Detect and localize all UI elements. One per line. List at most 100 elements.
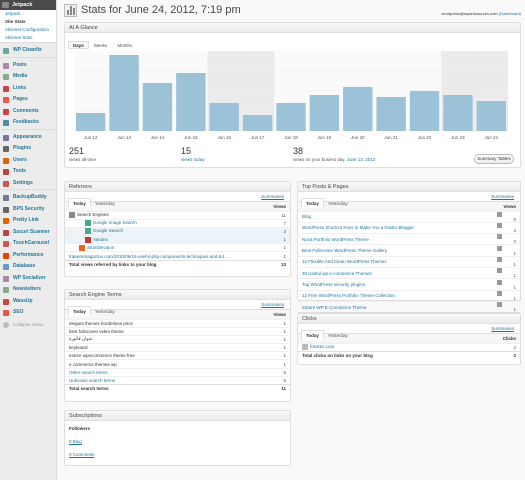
- menu-sucuri-scanner[interactable]: Sucuri Scanner: [0, 227, 56, 239]
- menu-settings[interactable]: Settings: [0, 178, 56, 190]
- blog-followers-link[interactable]: 0 Blog: [69, 439, 82, 444]
- views-chart-icon[interactable]: [497, 257, 502, 263]
- tab-yesterday[interactable]: Yesterday: [327, 333, 348, 338]
- row-label[interactable]: عنوان فاتورة: [69, 336, 93, 342]
- menu-bps-security[interactable]: BPS Security: [0, 204, 56, 216]
- table-row[interactable]: Blog 5: [298, 210, 520, 223]
- submenu-akismet-stats[interactable]: Akismet Stats: [0, 34, 56, 42]
- row-label[interactable]: keyboard: [69, 345, 88, 351]
- menu-wp-cleanfix[interactable]: WP Cleanfix: [0, 45, 56, 57]
- row-label[interactable]: Yandex: [93, 236, 108, 242]
- collapse-menu-button[interactable]: Collapse menu: [0, 319, 56, 331]
- menu-wp-socializer[interactable]: WP Socializer: [0, 273, 56, 285]
- menu-plugins[interactable]: Plugins: [0, 143, 56, 155]
- busiest-day-link[interactable]: June 13, 2012: [346, 157, 376, 162]
- chart-bar[interactable]: [309, 95, 340, 131]
- table-row[interactable]: eStore WP E Commerce Theme 1: [298, 300, 520, 313]
- views-chart-icon[interactable]: [497, 279, 502, 285]
- table-row[interactable]: Nova Portfolio WordPress Theme 2: [298, 233, 520, 245]
- tab-yesterday[interactable]: Yesterday: [94, 201, 115, 206]
- table-row[interactable]: fotokes.com 2: [298, 342, 520, 352]
- table-row[interactable]: Google Image Search 7: [65, 218, 290, 228]
- menu-backupbuddy[interactable]: BackupBuddy: [0, 192, 56, 204]
- views-chart-icon[interactable]: [497, 302, 502, 308]
- table-row[interactable]: 12 Free WordPress Portfolio Theme Collec…: [298, 289, 520, 302]
- row-label[interactable]: estore wpecommerce theme free: [69, 353, 135, 359]
- submenu-akismet-configuration[interactable]: Akismet Configuration: [0, 26, 56, 34]
- summaries-link[interactable]: Summaries: [261, 194, 284, 199]
- menu-posts[interactable]: Posts: [0, 60, 56, 72]
- tab-today[interactable]: Today: [301, 198, 324, 208]
- chart-bar[interactable]: [176, 73, 206, 131]
- menu-newsletters[interactable]: Newsletters: [0, 284, 56, 296]
- summaries-link[interactable]: Summaries: [491, 326, 514, 331]
- menu-tools[interactable]: Tools: [0, 166, 56, 178]
- row-label[interactable]: 30 Useful wp e-commerce Themes: [302, 270, 372, 276]
- views-chart-icon[interactable]: [497, 223, 502, 229]
- row-label[interactable]: Google Image Search: [93, 220, 137, 226]
- table-row[interactable]: keyboard 1: [65, 343, 290, 352]
- comment-followers-link[interactable]: 0 Comments: [69, 452, 95, 457]
- table-row[interactable]: 12 Flexible And Clean WordPress Themes 1: [298, 255, 520, 268]
- chart-bar[interactable]: [276, 103, 306, 131]
- row-label[interactable]: 12 Free WordPress Portfolio Theme Collec…: [302, 293, 395, 299]
- menu-feedbacks[interactable]: Feedbacks: [0, 117, 56, 129]
- tab-weeks[interactable]: Weeks: [93, 43, 108, 48]
- tab-months[interactable]: Months: [117, 43, 133, 48]
- views-today-link[interactable]: views today: [181, 157, 205, 162]
- row-label[interactable]: Unknown search terms: [69, 377, 116, 383]
- tab-days[interactable]: Days: [68, 41, 89, 49]
- menu-pretty-link[interactable]: Pretty Link: [0, 215, 56, 227]
- table-row[interactable]: Google Search 3: [65, 226, 290, 236]
- chart-bar[interactable]: [109, 55, 139, 131]
- submenu-site-stats[interactable]: Site Stats: [0, 18, 56, 26]
- table-row[interactable]: عنوان فاتورة 1: [65, 334, 290, 344]
- views-chart-icon[interactable]: [497, 234, 502, 240]
- row-label[interactable]: tripwiremagazine.com/2010/06/15-useful-p…: [69, 253, 228, 259]
- table-row[interactable]: best fullscreen video theme 1: [65, 326, 290, 336]
- views-chart-icon[interactable]: [497, 245, 502, 251]
- table-row[interactable]: Unknown search terms 5: [65, 375, 290, 385]
- table-row[interactable]: e commerce themes wp 1: [65, 359, 290, 369]
- table-row[interactable]: Other search terms 5: [65, 367, 290, 377]
- row-label[interactable]: best fullscreen video theme: [69, 328, 124, 334]
- table-row[interactable]: Top WordPress security plugins 1: [298, 278, 520, 291]
- chart-bar[interactable]: [209, 103, 239, 131]
- menu-performance[interactable]: Performance: [0, 250, 56, 262]
- menu-database[interactable]: Database: [0, 261, 56, 273]
- summaries-link[interactable]: Summaries: [261, 302, 284, 307]
- row-label[interactable]: Search Engines: [77, 212, 109, 218]
- menu-wassup[interactable]: WassUp: [0, 296, 56, 308]
- menu-appearance[interactable]: Appearance: [0, 132, 56, 144]
- row-label[interactable]: fotokes.com: [310, 344, 335, 350]
- table-row[interactable]: Search Engines 11: [65, 210, 290, 220]
- summaries-link[interactable]: Summaries: [491, 194, 514, 199]
- row-label[interactable]: 12 Flexible And Clean WordPress Themes: [302, 259, 387, 265]
- menu-links[interactable]: Links: [0, 83, 56, 95]
- row-label[interactable]: StumbleUpon: [87, 245, 115, 251]
- row-label[interactable]: Other search terms: [69, 369, 108, 375]
- menu-media[interactable]: Media: [0, 71, 56, 83]
- dashboard-link[interactable]: (Dashboard): [498, 11, 521, 16]
- row-label[interactable]: Blog: [302, 214, 312, 220]
- views-chart-icon[interactable]: [497, 211, 502, 217]
- views-chart-icon[interactable]: [497, 268, 502, 274]
- row-label[interactable]: Top WordPress security plugins: [302, 282, 365, 288]
- row-label[interactable]: elegant themes borderless price: [69, 320, 134, 326]
- row-label[interactable]: eStore WP E Commerce Theme: [302, 304, 367, 310]
- row-label[interactable]: Google Search: [93, 228, 124, 234]
- table-row[interactable]: elegant themes borderless price 1: [65, 318, 290, 328]
- row-label[interactable]: Nova Portfolio WordPress Theme: [302, 236, 369, 242]
- menu-users[interactable]: Users: [0, 155, 56, 167]
- tab-today[interactable]: Today: [301, 330, 324, 340]
- table-row[interactable]: WordPress Shortcut Keys to Make You a Fa…: [298, 221, 520, 234]
- table-row[interactable]: StumbleUpon 1: [65, 243, 290, 252]
- tab-today[interactable]: Today: [68, 198, 91, 208]
- tab-yesterday[interactable]: Yesterday: [327, 201, 348, 206]
- table-row[interactable]: 30 Useful wp e-commerce Themes 1: [298, 267, 520, 279]
- row-label[interactable]: Best Fullscreen WordPress Theme Gallery: [302, 248, 388, 254]
- tab-today[interactable]: Today: [68, 306, 91, 316]
- submenu-jetpack[interactable]: Jetpack: [0, 10, 56, 18]
- table-row[interactable]: tripwiremagazine.com/2010/06/15-useful-p…: [65, 251, 290, 261]
- row-label[interactable]: e commerce themes wp: [69, 361, 117, 367]
